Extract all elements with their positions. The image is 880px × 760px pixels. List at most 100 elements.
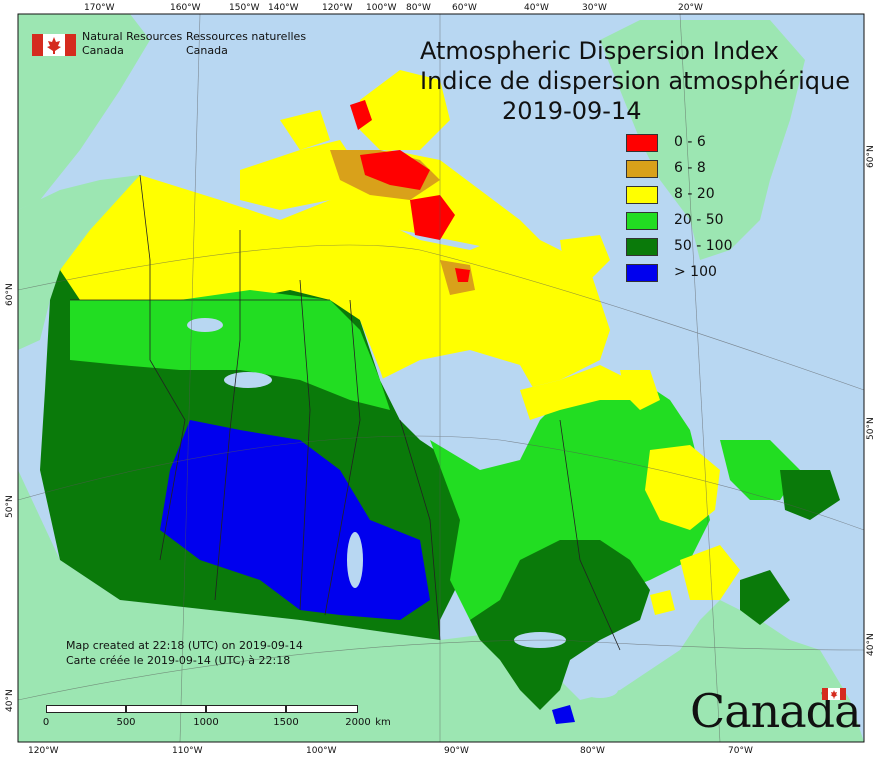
graticule-line-6 [679,13,721,743]
agency-name-fr: Ressources naturelles Canada [186,30,306,58]
usa [18,470,864,742]
legend-label: 6 - 8 [674,160,706,176]
graticule-line-1 [17,244,865,391]
canada-wordmark: Canada [690,684,862,738]
region-labrador-20-50 [720,440,800,500]
lon-label-top-7: 80°W [406,3,431,13]
map-credit: Map created at 22:18 (UTC) on 2019-09-14… [66,638,303,668]
legend-label: 20 - 50 [674,212,724,228]
scale-tick: 500 [116,717,136,728]
legend-swatch [626,264,658,282]
legend-swatch [626,212,658,230]
region-maritimes-8-20 [680,545,740,600]
scale-segment [46,705,126,713]
arctic-island-4 [280,110,330,150]
scale-tick: 0 [42,717,50,728]
great-slave-lake [224,372,272,388]
lon-label-top-11: 20°W [678,3,703,13]
lon-label-top-8: 60°W [452,3,477,13]
lat-label-right-1: 60°N [866,145,876,168]
hotspot-red-2 [410,195,455,240]
lon-label-bottom-5: 80°W [580,746,605,756]
russia-land [18,14,150,210]
great-bear-lake [187,318,223,332]
hotspot-red-4 [350,100,372,130]
graticule-line-2 [17,435,865,531]
boundary-manitoba-ontario [399,419,441,641]
scale-segment [286,705,358,713]
legend-label: 0 - 6 [674,134,706,150]
region-nova-scotia-50-100 [740,570,790,625]
region-ungava-8-20 [520,365,640,420]
agency-name-fr-line2: Canada [186,44,228,57]
lat-label-right-3: 40°N [866,633,876,656]
hotspot-red-3 [455,268,470,282]
province-boundaries [70,174,621,651]
greenland [600,20,805,260]
legend-swatch [626,186,658,204]
legend-swatch [626,160,658,178]
arctic-island-2 [360,70,450,150]
legend-swatch [626,134,658,152]
lon-label-bottom-1: 120°W [28,746,59,756]
scale-segment [206,705,286,713]
scale-segment [126,705,206,713]
legend-swatch [626,238,658,256]
title-fr: Indice de dispersion atmosphérique [420,67,851,95]
region-sw-ontario-100-plus [552,705,575,724]
region-ontario-50-100 [470,540,650,710]
boundary-bc-alberta [214,230,241,601]
boundary-yukon-bc [139,174,186,561]
lon-label-top-5: 120°W [322,3,353,13]
region-newfoundland-50-100 [780,470,840,520]
graticule-line-3 [17,639,865,701]
credit-fr: Carte créée le 2019-09-14 (UTC) à 22:18 [66,654,291,667]
region-gaspe-8-20 [650,590,675,615]
region-east-20-50 [430,380,710,630]
lat-label-right-2: 50°N [866,417,876,440]
agency-name-en: Natural Resources Canada [82,30,182,58]
lat-label-left-3: 40°N [5,689,15,712]
scale-tick: 2000 [345,717,371,728]
agency-name-fr-line1: Ressources naturelles [186,30,307,43]
scale-tick: 1000 [193,717,219,728]
scale-bar: 0 500 1000 1500 2000 km [42,703,391,733]
canada-flag-icon [32,34,76,56]
lake-huron [582,682,618,698]
lon-label-bottom-4: 90°W [444,746,469,756]
alaska [18,175,140,350]
lake-winnipeg [347,532,363,588]
agency-name-en-line2: Canada [82,44,124,57]
scale-tick: 1500 [273,717,299,728]
legend-label: 50 - 100 [674,238,733,254]
legend-label: > 100 [674,264,717,280]
lon-label-bottom-6: 70°W [728,746,753,756]
region-prairie-100-plus [160,420,430,620]
credit-en: Map created at 22:18 (UTC) on 2019-09-14 [66,639,303,652]
lon-label-top-3: 150°W [229,3,260,13]
lon-label-top-4: 140°W [268,3,299,13]
map-date: 2019-09-14 [502,97,642,125]
title-en: Atmospheric Dispersion Index [420,37,779,65]
lat-label-left-1: 60°N [5,283,15,306]
legend-label: 8 - 20 [674,186,715,202]
boundary-sask-manitoba [324,299,361,616]
lon-label-bottom-2: 110°W [172,746,203,756]
lon-label-bottom-3: 100°W [306,746,337,756]
lon-label-top-6: 100°W [366,3,397,13]
boundary-alberta-sask [299,279,311,611]
region-quebec-8-20 [645,445,720,530]
graticule [17,13,865,743]
graticule-line-5 [179,13,201,743]
wordmark-flag-icon [822,688,846,700]
boundary-ontario-quebec [559,419,621,651]
hotspot-red-1 [360,150,430,190]
region-labrador-north-8-20 [620,370,660,410]
lon-label-top-10: 30°W [582,3,607,13]
agency-name-en-line1: Natural Resources [82,30,183,43]
lon-label-top-1: 170°W [84,3,115,13]
scale-unit: km [375,717,391,728]
lon-label-top-9: 40°W [524,3,549,13]
